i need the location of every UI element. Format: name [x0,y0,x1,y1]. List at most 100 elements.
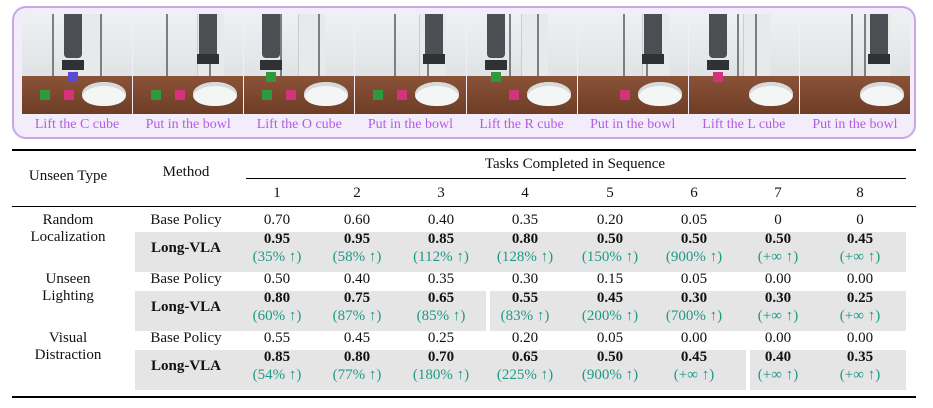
base-value: 0.20 [596,212,624,228]
gain-value: (85% ↑) [416,308,466,324]
method-base-policy: Base Policy [150,212,222,228]
mid-rule [12,206,916,207]
header-task-3: 3 [437,185,445,201]
header-task-6: 6 [690,185,698,201]
base-value: 0.00 [764,271,792,287]
header-task-5: 5 [606,185,614,201]
base-value: 0.05 [596,330,624,346]
base-value: 0.35 [427,271,455,287]
unseen-type-label: Random [42,212,94,228]
gain-value: (+∞ ↑) [839,367,881,383]
header-task-8: 8 [856,185,864,201]
base-value: 0.00 [846,271,874,287]
scene-frame [577,14,688,114]
gain-value: (83% ↑) [500,308,550,324]
ours-value: 0.80 [343,349,371,365]
base-value: 0.00 [680,330,708,346]
ours-value: 0.45 [846,231,874,247]
scene-frame [244,14,355,114]
gain-value: (900% ↑) [665,249,723,265]
frame-caption: Put in the bowl [812,117,898,132]
gain-value: (87% ↑) [332,308,382,324]
ours-value: 0.25 [846,290,874,306]
gain-value: (+∞ ↑) [839,308,881,324]
highlight-band [135,291,486,331]
header-unseen-type: Unseen Type [28,168,108,184]
gain-value: (150% ↑) [581,249,639,265]
method-long-vla: Long-VLA [150,240,221,256]
gain-value: (900% ↑) [581,367,639,383]
gain-value: (+∞ ↑) [757,308,799,324]
unseen-type-label: Lighting [42,288,94,304]
base-value: 0.30 [511,271,539,287]
ours-value: 0.30 [764,290,792,306]
base-value: 0.55 [263,330,291,346]
ours-value: 0.45 [596,290,624,306]
frame-caption: Put in the bowl [367,117,454,132]
scene-frame [133,14,244,114]
base-value: 0.70 [263,212,291,228]
gain-value: (+∞ ↑) [757,249,799,265]
highlight-band [490,291,906,331]
gain-value: (+∞ ↑) [673,367,715,383]
header-task-1: 1 [273,185,281,201]
gain-value: (+∞ ↑) [757,367,799,383]
header-method: Method [162,164,210,180]
gain-value: (58% ↑) [332,249,382,265]
base-value: 0.50 [263,271,291,287]
gain-value: (200% ↑) [581,308,639,324]
base-value: 0.00 [846,330,874,346]
method-base-policy: Base Policy [150,271,222,287]
ours-value: 0.85 [263,349,291,365]
base-value: 0.40 [343,271,371,287]
frame-caption: Lift the L cube [702,117,786,132]
base-value: 0.60 [343,212,371,228]
gain-value: (35% ↑) [252,249,302,265]
ours-value: 0.80 [263,290,291,306]
frame-row [22,14,910,114]
frame-caption: Lift the O cube [256,117,342,132]
header-task-7: 7 [774,185,782,201]
unseen-type-label: Localization [30,229,106,245]
base-value: 0.00 [764,330,792,346]
header-task-4: 4 [521,185,529,201]
gain-value: (700% ↑) [665,308,723,324]
unseen-type-label: Unseen [45,271,91,287]
frame-caption: Lift the C cube [34,117,120,132]
ours-value: 0.95 [343,231,371,247]
gain-value: (225% ↑) [496,367,554,383]
base-value: 0.40 [427,212,455,228]
ours-value: 0.50 [680,231,708,247]
ours-value: 0.85 [427,231,455,247]
scene-frame [688,14,799,114]
ours-value: 0.45 [680,349,708,365]
gain-value: (54% ↑) [252,367,302,383]
method-long-vla: Long-VLA [150,299,221,315]
base-value: 0.15 [596,271,624,287]
base-value: 0.20 [511,330,539,346]
ours-value: 0.30 [680,290,708,306]
gain-value: (77% ↑) [332,367,382,383]
ours-value: 0.70 [427,349,455,365]
scene-frame [22,14,133,114]
frame-caption: Lift the R cube [479,117,564,132]
bottom-rule [12,396,916,398]
ours-value: 0.80 [511,231,539,247]
task-sequence-figure: Lift the C cube Put in the bowl Lift the O… [12,6,916,139]
ours-value: 0.35 [846,349,874,365]
ours-value: 0.75 [343,290,371,306]
header-task-2: 2 [353,185,361,201]
base-value: 0.05 [680,212,708,228]
gain-value: (112% ↑) [413,249,469,265]
ours-value: 0.95 [263,231,291,247]
highlight-band [135,350,746,390]
base-value: 0.35 [511,212,539,228]
gain-value: (180% ↑) [412,367,470,383]
method-long-vla: Long-VLA [150,358,221,374]
base-value: 0.05 [680,271,708,287]
gain-value: (128% ↑) [496,249,554,265]
gain-value: (+∞ ↑) [839,249,881,265]
ours-value: 0.55 [511,290,539,306]
ours-value: 0.40 [764,349,792,365]
top-rule [12,149,916,151]
